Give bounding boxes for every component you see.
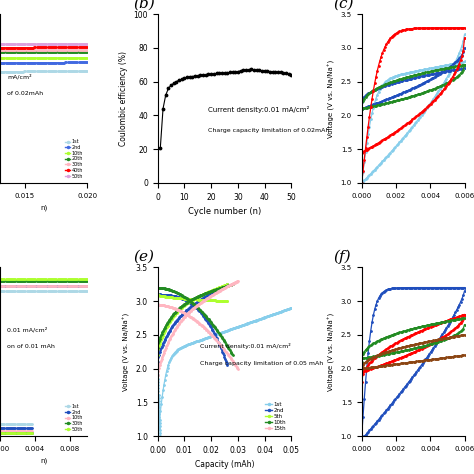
Text: Current density:0.01 mA/cm²: Current density:0.01 mA/cm² — [201, 343, 291, 349]
Text: (c): (c) — [333, 0, 353, 11]
Text: 0.01 mA/cm²: 0.01 mA/cm² — [7, 327, 47, 332]
Y-axis label: Voltage (V vs. Na/Na⁺): Voltage (V vs. Na/Na⁺) — [328, 312, 335, 391]
X-axis label: Cycle number (n): Cycle number (n) — [188, 207, 261, 216]
Text: (f): (f) — [333, 250, 350, 264]
Text: mA/cm²: mA/cm² — [7, 74, 32, 79]
Text: of 0.02mAh: of 0.02mAh — [7, 91, 43, 96]
Legend: 1st, 2nd, 5th, 10th, 15th: 1st, 2nd, 5th, 10th, 15th — [263, 400, 289, 433]
X-axis label: Capacity (mAh): Capacity (mAh) — [195, 460, 254, 469]
Y-axis label: Voltage (V vs. Na/Na⁺): Voltage (V vs. Na/Na⁺) — [123, 312, 130, 391]
X-axis label: n): n) — [40, 204, 47, 211]
Text: on of 0.01 mAh: on of 0.01 mAh — [7, 344, 55, 349]
Legend: 1st, 2nd, 10th, 20th, 30th, 40th, 50th: 1st, 2nd, 10th, 20th, 30th, 40th, 50th — [64, 137, 85, 181]
Text: Charge capacity limitation of 0.05 mAh: Charge capacity limitation of 0.05 mAh — [201, 361, 324, 366]
Text: Current density:0.01 mA/cm²: Current density:0.01 mA/cm² — [209, 106, 310, 113]
Y-axis label: Voltage (V vs. Na/Na⁺): Voltage (V vs. Na/Na⁺) — [328, 59, 335, 138]
Legend: 1st, 2nd, 10th, 30th, 50th: 1st, 2nd, 10th, 30th, 50th — [64, 402, 85, 434]
Y-axis label: Coulombic efficiency (%): Coulombic efficiency (%) — [119, 51, 128, 146]
Text: (b): (b) — [134, 0, 155, 11]
X-axis label: n): n) — [40, 457, 47, 464]
Text: Charge capacity limitation of 0.02mAh: Charge capacity limitation of 0.02mAh — [209, 128, 330, 133]
Text: (e): (e) — [134, 250, 155, 264]
